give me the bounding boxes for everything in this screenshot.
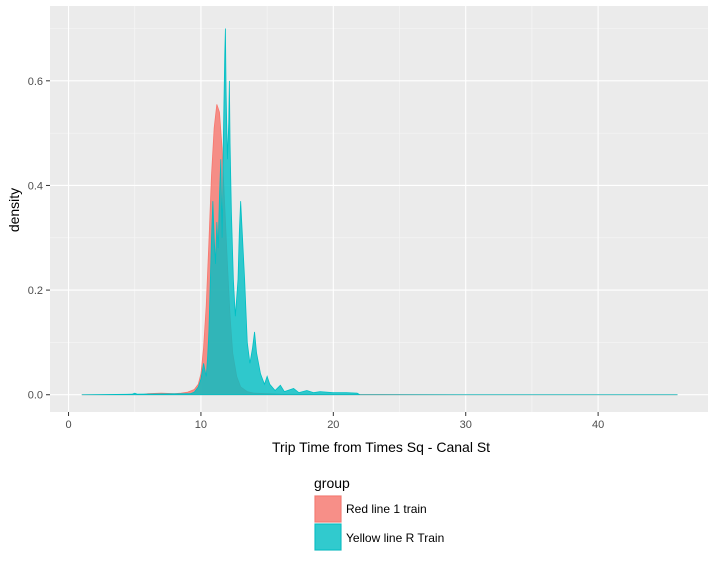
- x-tick-label: 0: [65, 419, 71, 431]
- y-tick-label: 0.6: [28, 76, 43, 88]
- y-tick-label: 0.4: [28, 180, 43, 192]
- legend-swatch-red-line-1-train: [314, 495, 342, 523]
- legend-title: group: [314, 475, 350, 491]
- legend-label-yellow-line-r-train: Yellow line R Train: [346, 531, 444, 545]
- density-area-yellow-line-r-train: [81, 28, 678, 396]
- y-tick-label: 0.2: [28, 285, 43, 297]
- minor-gridlines: [50, 6, 708, 412]
- y-axis-ticks: 0.0 0.2 0.4 0.6: [28, 76, 50, 402]
- legend: group Red line 1 train Yellow line R Tra…: [314, 475, 444, 551]
- y-tick-label: 0.0: [28, 390, 43, 402]
- x-axis-ticks: 0 10 20 30 40: [65, 412, 604, 431]
- x-tick-label: 40: [592, 419, 604, 431]
- x-tick-label: 30: [460, 419, 472, 431]
- x-tick-label: 10: [195, 419, 207, 431]
- legend-swatch-yellow-line-r-train: [314, 523, 342, 551]
- x-tick-label: 20: [327, 419, 339, 431]
- y-axis-title: density: [6, 188, 22, 232]
- plot-panel: [50, 6, 708, 412]
- x-axis-title: Trip Time from Times Sq - Canal St: [272, 439, 490, 455]
- legend-label-red-line-1-train: Red line 1 train: [346, 502, 427, 516]
- density-series: [81, 28, 678, 396]
